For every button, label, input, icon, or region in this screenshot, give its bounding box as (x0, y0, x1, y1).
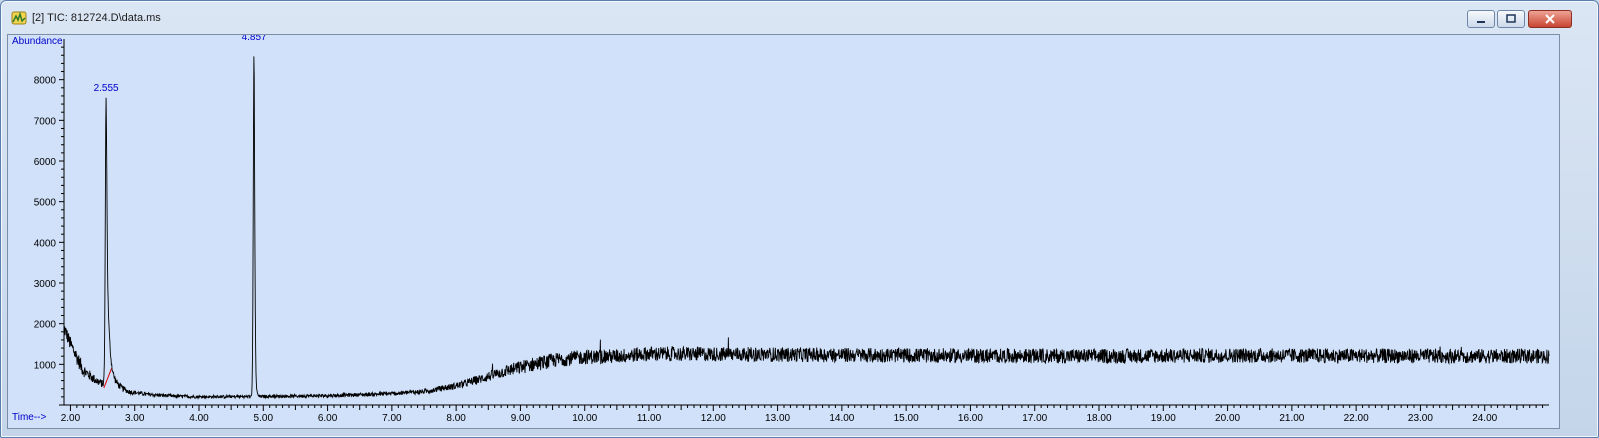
minimize-button[interactable] (1467, 10, 1495, 28)
title-bar[interactable]: [2] TIC: 812724.D\data.ms (1, 1, 1598, 31)
chromatogram-chart: 1000 2000 3000 4000 5000 6000 7000 8000 2.00 3.0… (12, 32, 1550, 424)
y-tick-label: 8000 (34, 76, 57, 87)
x-tick-label: 7.00 (382, 413, 402, 424)
x-tick-label: 8.00 (446, 413, 466, 424)
x-tick-label: 2.00 (61, 413, 81, 424)
y-tick-label: 5000 (34, 198, 57, 209)
restore-button[interactable] (1497, 10, 1525, 28)
x-tick-label: 13.00 (765, 413, 790, 424)
integration-baseline (103, 368, 113, 389)
peak-label: 2.555 (94, 83, 119, 94)
x-tick-label: 6.00 (318, 413, 338, 424)
close-button[interactable] (1528, 10, 1572, 28)
x-tick-label: 22.00 (1344, 413, 1369, 424)
x-tick-label: 12.00 (701, 413, 726, 424)
minimize-icon (1477, 21, 1485, 23)
y-tick-label: 6000 (34, 157, 57, 168)
x-tick-label: 10.00 (572, 413, 597, 424)
x-tick-label: 3.00 (125, 413, 145, 424)
x-tick-label: 5.00 (254, 413, 274, 424)
y-tick-label: 7000 (34, 116, 57, 127)
x-tick-label: 24.00 (1472, 413, 1497, 424)
x-tick-label: 21.00 (1279, 413, 1304, 424)
x-tick-label: 14.00 (829, 413, 854, 424)
close-icon (1545, 14, 1555, 24)
chart-area: 1000 2000 3000 4000 5000 6000 7000 8000 2.00 3.0… (7, 32, 1560, 429)
x-tick-label: 23.00 (1408, 413, 1433, 424)
y-tick-label: 4000 (34, 238, 57, 249)
y-tick-label: 2000 (34, 320, 57, 331)
tic-trace-line (63, 56, 1550, 401)
y-axis-label: Abundance (12, 36, 63, 47)
x-tick-label: 4.00 (189, 413, 209, 424)
restore-icon (1506, 14, 1516, 23)
x-tick-label: 19.00 (1151, 413, 1176, 424)
x-tick-label: 17.00 (1022, 413, 1047, 424)
x-tick-label: 18.00 (1086, 413, 1111, 424)
x-tick-label: 9.00 (511, 413, 531, 424)
y-tick-label: 1000 (34, 360, 57, 371)
x-axis-label: Time--> (12, 412, 47, 423)
x-tick-label: 20.00 (1215, 413, 1240, 424)
window-title: [2] TIC: 812724.D\data.ms (32, 12, 161, 24)
y-tick-label: 3000 (34, 279, 57, 290)
x-tick-label: 15.00 (894, 413, 919, 424)
x-tick-label: 11.00 (637, 413, 662, 424)
chromatogram-app-icon (11, 10, 27, 26)
peak-label: 4.857 (242, 35, 267, 43)
x-tick-label: 16.00 (958, 413, 983, 424)
